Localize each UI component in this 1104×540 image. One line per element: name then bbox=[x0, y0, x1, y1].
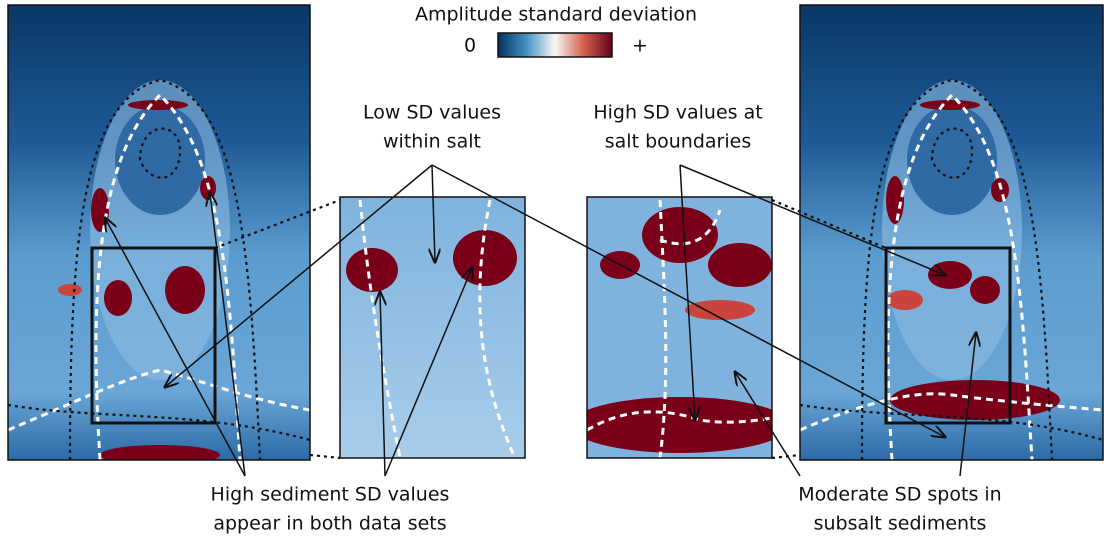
left-panel bbox=[8, 5, 310, 460]
colorbar bbox=[497, 32, 613, 58]
annotation: High sediment SD values bbox=[211, 484, 450, 506]
colorbar-min: 0 bbox=[464, 35, 476, 57]
right-panel bbox=[800, 5, 1103, 460]
colorbar-max: + bbox=[632, 35, 648, 57]
panel-frame bbox=[7, 4, 311, 461]
zoom-box bbox=[884, 246, 1012, 425]
inset-right bbox=[587, 197, 772, 458]
colorbar-title: Amplitude standard deviation bbox=[415, 4, 697, 26]
annotation: salt boundaries bbox=[605, 131, 751, 153]
inset-frame bbox=[586, 196, 773, 459]
annotation: Low SD values bbox=[363, 102, 501, 124]
inset-left bbox=[340, 197, 525, 458]
annotation: High SD values at bbox=[593, 102, 762, 124]
annotation: within salt bbox=[383, 131, 481, 153]
annotation: subsalt sediments bbox=[814, 513, 987, 535]
annotation: appear in both data sets bbox=[213, 513, 446, 535]
zoom-box bbox=[90, 246, 217, 425]
panel-frame bbox=[799, 4, 1104, 461]
arrows bbox=[105, 164, 976, 477]
zoom-connectors bbox=[214, 198, 887, 460]
annotation: Moderate SD spots in bbox=[798, 484, 1001, 506]
